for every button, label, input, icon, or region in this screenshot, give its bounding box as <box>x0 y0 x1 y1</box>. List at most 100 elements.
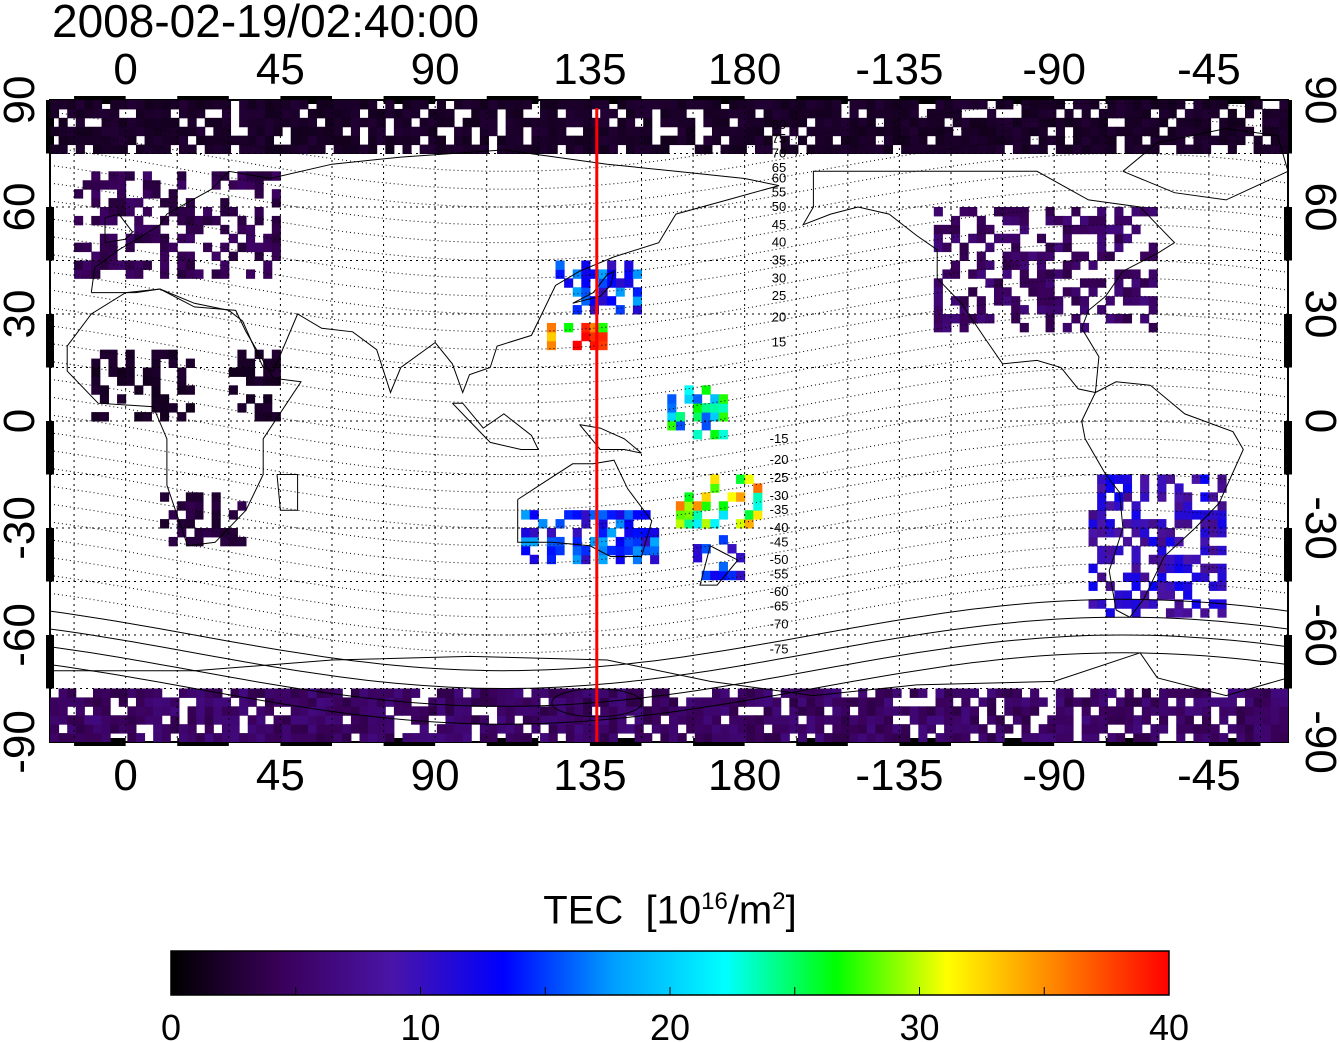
tec-cell <box>393 688 403 698</box>
tec-cell <box>237 536 247 547</box>
tec-cell <box>909 715 919 725</box>
tec-cell <box>125 233 135 244</box>
tec-cell <box>151 403 161 413</box>
tec-cell <box>1279 144 1288 154</box>
tec-cell <box>1122 314 1133 324</box>
tec-cell <box>583 724 593 734</box>
tec-cell <box>1165 563 1176 574</box>
tec-cell <box>840 715 851 725</box>
tec-cell <box>282 144 292 154</box>
tec-cell <box>505 108 515 119</box>
tec-cell <box>91 367 101 377</box>
tec-cell <box>125 358 135 368</box>
mlat-label: -40 <box>770 520 789 535</box>
tec-cell <box>815 697 825 707</box>
tec-cell <box>718 412 728 422</box>
tec-cell <box>598 528 608 538</box>
tec-cell <box>901 100 911 110</box>
tec-cell <box>514 706 524 716</box>
tec-cell <box>177 528 187 538</box>
tec-cell <box>204 715 214 725</box>
tec-cell <box>1030 100 1040 110</box>
tec-cell <box>1131 296 1141 306</box>
tec-cell <box>1004 697 1014 707</box>
tec-cell <box>247 135 257 146</box>
tec-cell <box>978 733 988 742</box>
tec-cell <box>651 144 661 154</box>
tec-cell <box>711 117 722 128</box>
tec-cell <box>247 108 257 119</box>
tec-cell <box>589 536 600 547</box>
tec-cell <box>840 697 851 707</box>
tec-cell <box>204 688 214 698</box>
tec-cell <box>746 135 756 146</box>
tec-cell <box>299 733 309 742</box>
tec-cell <box>1208 528 1219 538</box>
tec-cell <box>325 733 335 742</box>
tec-cell <box>221 126 232 137</box>
tec-cell <box>1141 733 1151 742</box>
tec-cell <box>772 100 782 110</box>
mlat-contour <box>50 242 1288 315</box>
tec-cell <box>866 733 876 742</box>
tec-cell <box>1019 305 1029 315</box>
tec-cell <box>1019 215 1029 226</box>
tec-cell <box>1208 581 1219 591</box>
tec-cell <box>1071 251 1081 261</box>
tec-cell <box>952 135 962 146</box>
tec-cell <box>135 100 146 110</box>
tec-cell <box>1012 144 1022 154</box>
tec-cell <box>737 697 747 707</box>
tec-cell <box>1012 688 1022 698</box>
tec-cell <box>1036 233 1047 244</box>
tec-cell <box>684 519 694 529</box>
tec-cell <box>1004 724 1014 734</box>
tec-cell <box>1073 100 1083 110</box>
tec-cell <box>574 724 584 734</box>
tec-cell <box>151 233 161 244</box>
tec-cell <box>589 331 600 342</box>
tec-cell <box>168 349 178 360</box>
tec-cell <box>866 715 876 725</box>
tec-cell <box>546 545 557 556</box>
tec-cell <box>806 100 816 110</box>
tec-cell <box>918 135 928 146</box>
tec-cell <box>952 733 962 742</box>
tec-cell <box>1124 126 1134 137</box>
tec-cell <box>254 376 264 386</box>
tec-cell <box>160 403 170 413</box>
tec-cell <box>1012 697 1022 707</box>
tec-cell <box>1114 545 1124 556</box>
tec-cell <box>1191 510 1201 520</box>
tec-cell <box>1062 224 1072 235</box>
tec-cell <box>883 706 894 716</box>
tec-cell <box>875 697 885 707</box>
tec-cell <box>944 126 954 137</box>
tec-cell <box>548 724 558 734</box>
tec-cell <box>1088 215 1098 226</box>
tec-cell <box>271 198 281 208</box>
mlat-label: -25 <box>770 470 789 485</box>
tec-cell <box>583 126 593 137</box>
tec-cell <box>1090 100 1100 110</box>
tec-cell <box>92 697 103 707</box>
tec-cell <box>135 144 146 154</box>
tec-cell <box>557 117 567 128</box>
tec-cell <box>211 269 221 279</box>
tec-cell <box>67 697 77 707</box>
tec-cell <box>1200 474 1210 484</box>
tec-cell <box>1002 233 1012 244</box>
tec-cell <box>1202 135 1212 146</box>
tec-cell <box>959 322 969 333</box>
tec-cell <box>110 688 120 698</box>
tec-cell <box>711 697 722 707</box>
tec-cell <box>75 117 85 128</box>
y-tick-label-left: 0 <box>0 409 44 433</box>
timestamp-title: 2008-02-19/02:40:00 <box>52 0 480 47</box>
tec-cell <box>221 117 232 128</box>
tec-cell <box>1183 510 1193 520</box>
tec-cell <box>866 135 876 146</box>
tec-cell <box>436 697 446 707</box>
tec-cell <box>144 144 154 154</box>
tec-cell <box>92 715 103 725</box>
